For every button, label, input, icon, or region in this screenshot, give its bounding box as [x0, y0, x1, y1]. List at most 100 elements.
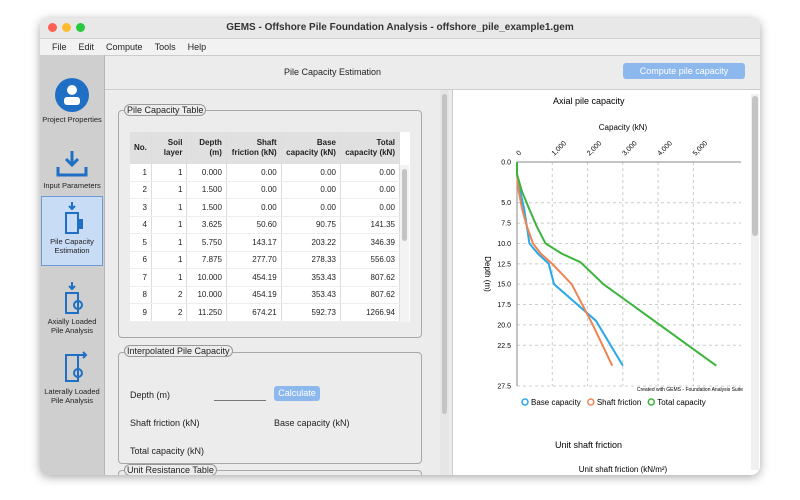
legend-marker	[521, 398, 529, 406]
chart-title: Unit shaft friction	[555, 440, 622, 450]
nav-item[interactable]: Input Parameters	[41, 145, 103, 213]
scrollbar[interactable]	[400, 165, 409, 322]
table-cell: 0.00	[226, 164, 282, 182]
scrollbar[interactable]	[440, 90, 449, 475]
nav-item-selected[interactable]: Pile Capacity Estimation	[41, 196, 103, 266]
nav-item[interactable]: Axially Loaded Pile Analysis	[41, 277, 103, 345]
nav-item[interactable]: Project Properties	[41, 73, 103, 141]
table-cell: 50.60	[226, 216, 282, 234]
y-tick-label: 20.0	[497, 322, 511, 329]
group-label: Pile Capacity Table	[124, 104, 207, 116]
table-cell: 346.39	[340, 233, 401, 252]
table-cell: 674.21	[226, 303, 282, 322]
table-cell: 9	[130, 303, 152, 322]
zoom-button[interactable]	[76, 23, 85, 32]
table-cell: 454.19	[226, 286, 282, 304]
table-row: 7 1 10.000 454.19 353.43 807.62	[130, 268, 401, 287]
y-tick-label: 15.0	[497, 282, 511, 289]
menu-item[interactable]: Edit	[78, 42, 95, 52]
nav-item[interactable]: Laterally Loaded Pile Analysis	[41, 347, 103, 415]
minimize-button[interactable]	[62, 23, 71, 32]
table-cell: 10.000	[186, 286, 227, 304]
table-group	[118, 110, 422, 338]
data-line	[516, 162, 624, 367]
nav-label: Input Parameters	[43, 181, 101, 190]
group-label: Unit Resistance Table	[124, 464, 217, 475]
table-cell: 556.03	[340, 251, 401, 269]
legend-marker	[587, 398, 595, 406]
calculate-button[interactable]: Calculate	[274, 386, 320, 401]
y-tick-label: 27.5	[497, 384, 511, 391]
pile-capacity-table: No. Soil layer Depth (m) Shaft friction (kN…	[130, 132, 401, 322]
x-tick-label: 3,000	[621, 140, 638, 157]
menu-item[interactable]: File	[52, 42, 67, 52]
y-tick-label: 5.0	[501, 200, 511, 207]
nav-label: Laterally Loaded Pile Analysis	[44, 387, 100, 405]
y-tick-label: 17.5	[497, 302, 511, 309]
depth-input[interactable]	[214, 400, 266, 401]
close-button[interactable]	[48, 23, 57, 32]
table-cell: 1	[151, 216, 188, 234]
table-cell: 1.500	[186, 181, 227, 199]
interpolated-group	[118, 352, 422, 464]
compute-button[interactable]: Compute pile capacity	[623, 63, 745, 79]
page-title: Pile Capacity Estimation	[283, 67, 382, 77]
table-cell: 1.500	[186, 198, 227, 217]
annotation: Created with GEMS - Foundation Analysis …	[637, 387, 743, 393]
menu-item[interactable]: Tools	[154, 42, 176, 52]
icon	[65, 202, 83, 234]
column-header: Base capacity (kN)	[281, 132, 341, 164]
sidebar: Project Properties Input Parameters Pile…	[40, 55, 105, 475]
table-cell: 10.000	[186, 268, 227, 287]
x-axis-label: Unit shaft friction (kN/m²)	[579, 465, 668, 474]
table-cell: 1	[151, 181, 188, 199]
column-header: Depth (m)	[186, 132, 227, 164]
y-tick-label: 10.0	[497, 241, 511, 248]
table-row: 5 1 5.750 143.17 203.22 346.39	[130, 233, 401, 252]
title-bar: GEMS - Offshore Pile Foundation Analysis…	[40, 18, 760, 39]
table-cell: 0.000	[186, 164, 227, 182]
x-tick-label: 4,000	[657, 140, 674, 157]
data-line	[516, 162, 614, 367]
table-view: No. Soil layer Depth (m) Shaft friction (kN…	[130, 132, 410, 322]
table-cell: 454.19	[226, 268, 282, 287]
table-row: 3 1 1.500 0.00 0.00 0.00	[130, 198, 401, 217]
table-cell: 11.250	[186, 303, 227, 322]
table-cell: 0.00	[281, 164, 341, 182]
table-cell: 3	[130, 198, 152, 217]
table-row: 4 1 3.625 50.60 90.75 141.35	[130, 216, 401, 234]
x-axis-label: Capacity (kN)	[599, 123, 648, 132]
table-row: 1 1 0.000 0.00 0.00 0.00	[130, 164, 401, 182]
table-cell: 277.70	[226, 251, 282, 269]
table-cell: 1	[151, 251, 188, 269]
table-cell: 203.22	[281, 233, 341, 252]
nav-label: Axially Loaded Pile Analysis	[47, 317, 97, 335]
table-row: 6 1 7.875 277.70 278.33 556.03	[130, 251, 401, 269]
table-cell: 278.33	[281, 251, 341, 269]
table-cell: 7.875	[186, 251, 227, 269]
scrollbar[interactable]	[751, 94, 759, 470]
chart-title: Axial pile capacity	[553, 96, 625, 106]
table-cell: 141.35	[340, 216, 401, 234]
table-cell: 353.43	[281, 286, 341, 304]
table-cell: 807.62	[340, 286, 401, 304]
table-cell: 0.00	[226, 198, 282, 217]
y-axis-label: Depth (m)	[483, 256, 492, 292]
unit-table-group	[118, 470, 422, 475]
table-cell: 5.750	[186, 233, 227, 252]
table-cell: 2	[130, 181, 152, 199]
table-cell: 2	[151, 303, 188, 322]
menu-item[interactable]: Help	[187, 42, 207, 52]
icon	[55, 78, 89, 112]
nav-label: Project Properties	[42, 115, 102, 124]
menu-item[interactable]: Compute	[106, 42, 143, 52]
column-header: No.	[130, 132, 152, 164]
x-tick-label: 1,000	[551, 140, 568, 157]
column-header: Shaft friction (kN)	[226, 132, 282, 164]
table-cell: 1	[151, 233, 188, 252]
table-cell: 0.00	[226, 181, 282, 199]
column-header: Soil layer	[151, 132, 188, 164]
table-cell: 3.625	[186, 216, 227, 234]
chart: Axial pile capacity Capacity (kN) Depth (m…	[483, 96, 743, 474]
